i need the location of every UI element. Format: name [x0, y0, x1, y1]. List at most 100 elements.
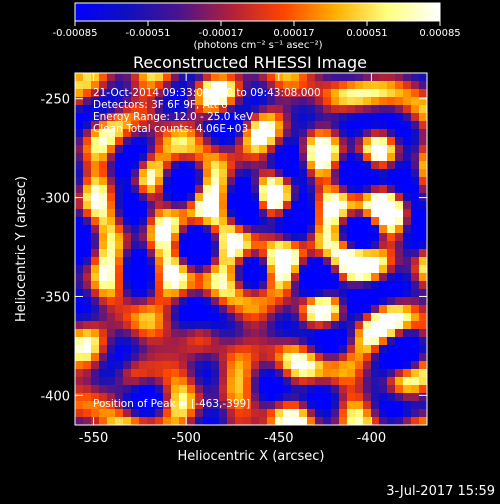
heatmap-cell — [307, 313, 316, 322]
heatmap-cell — [195, 121, 204, 130]
heatmap-cell — [115, 273, 124, 282]
heatmap-cell — [315, 97, 324, 106]
heatmap-cell — [307, 385, 316, 394]
heatmap-cell — [267, 249, 276, 258]
heatmap-cell — [363, 369, 372, 378]
heatmap-cell — [411, 281, 420, 290]
heatmap-cell — [267, 369, 276, 378]
heatmap-cell — [419, 321, 428, 330]
heatmap-cell — [259, 145, 268, 154]
heatmap-cell — [291, 377, 300, 386]
heatmap-cell — [155, 153, 164, 162]
heatmap-cell — [83, 241, 92, 250]
heatmap-cell — [379, 353, 388, 362]
heatmap-cell — [243, 345, 252, 354]
heatmap-cell — [251, 321, 260, 330]
heatmap-cell — [107, 265, 116, 274]
heatmap-cell — [347, 321, 356, 330]
heatmap-cell — [147, 345, 156, 354]
heatmap-cell — [187, 105, 196, 114]
heatmap-cell — [187, 305, 196, 314]
heatmap-cell — [131, 409, 140, 418]
heatmap-cell — [107, 369, 116, 378]
heatmap-cell — [251, 329, 260, 338]
heatmap-cell — [155, 217, 164, 226]
heatmap-cell — [275, 209, 284, 218]
heatmap-cell — [123, 185, 132, 194]
heatmap-cell — [283, 329, 292, 338]
heatmap-cell — [219, 225, 228, 234]
heatmap-cell — [331, 409, 340, 418]
heatmap-cell — [267, 329, 276, 338]
heatmap-cell — [251, 393, 260, 402]
heatmap-cell — [147, 369, 156, 378]
heatmap-cell — [107, 193, 116, 202]
heatmap-cell — [163, 177, 172, 186]
heatmap-cell — [155, 313, 164, 322]
heatmap-cell — [259, 209, 268, 218]
heatmap-cell — [131, 153, 140, 162]
heatmap-cell — [315, 225, 324, 234]
heatmap-cell — [307, 185, 316, 194]
heatmap-cell — [171, 289, 180, 298]
heatmap-cell — [83, 409, 92, 418]
heatmap-cell — [403, 249, 412, 258]
heatmap-cell — [379, 241, 388, 250]
heatmap-cell — [99, 121, 108, 130]
heatmap-cell — [363, 169, 372, 178]
heatmap-cell — [259, 217, 268, 226]
heatmap-cell — [163, 353, 172, 362]
heatmap-cell — [347, 345, 356, 354]
heatmap-cell — [243, 393, 252, 402]
heatmap-cell — [307, 105, 316, 114]
heatmap-cell — [91, 321, 100, 330]
heatmap-cell — [283, 145, 292, 154]
heatmap-cell — [131, 361, 140, 370]
heatmap-cell — [195, 393, 204, 402]
heatmap-cell — [243, 193, 252, 202]
heatmap-cell — [283, 409, 292, 418]
heatmap-cell — [259, 161, 268, 170]
heatmap-cell — [363, 257, 372, 266]
heatmap-cell — [307, 305, 316, 314]
heatmap-cell — [83, 353, 92, 362]
heatmap-cell — [299, 377, 308, 386]
heatmap-cell — [419, 81, 428, 90]
heatmap-cell — [227, 305, 236, 314]
heatmap-cell — [163, 281, 172, 290]
heatmap-cell — [171, 393, 180, 402]
y-tick-label: -400 — [40, 389, 70, 404]
heatmap-cell — [235, 233, 244, 242]
heatmap-cell — [331, 177, 340, 186]
heatmap-cell — [387, 161, 396, 170]
heatmap-cell — [259, 257, 268, 266]
heatmap-cell — [131, 345, 140, 354]
heatmap-cell — [347, 401, 356, 410]
heatmap-cell — [307, 337, 316, 346]
heatmap-cell — [203, 129, 212, 138]
heatmap-cell — [235, 313, 244, 322]
heatmap-cell — [395, 217, 404, 226]
heatmap-cell — [395, 177, 404, 186]
heatmap-cell — [347, 89, 356, 98]
heatmap-cell — [355, 361, 364, 370]
heatmap-cell — [363, 249, 372, 258]
heatmap-cell — [379, 385, 388, 394]
heatmap-cell — [227, 137, 236, 146]
heatmap-cell — [155, 145, 164, 154]
heatmap-cell — [275, 177, 284, 186]
heatmap-cell — [395, 81, 404, 90]
heatmap-cell — [147, 305, 156, 314]
heatmap-cell — [379, 105, 388, 114]
heatmap-cell — [107, 281, 116, 290]
heatmap-cell — [211, 305, 220, 314]
heatmap-cell — [99, 273, 108, 282]
heatmap-cell — [259, 137, 268, 146]
heatmap-cell — [187, 89, 196, 98]
heatmap-cell — [227, 281, 236, 290]
heatmap-cell — [363, 105, 372, 114]
heatmap-cell — [155, 161, 164, 170]
heatmap-cell — [115, 217, 124, 226]
heatmap-cell — [403, 409, 412, 418]
heatmap-cell — [307, 369, 316, 378]
